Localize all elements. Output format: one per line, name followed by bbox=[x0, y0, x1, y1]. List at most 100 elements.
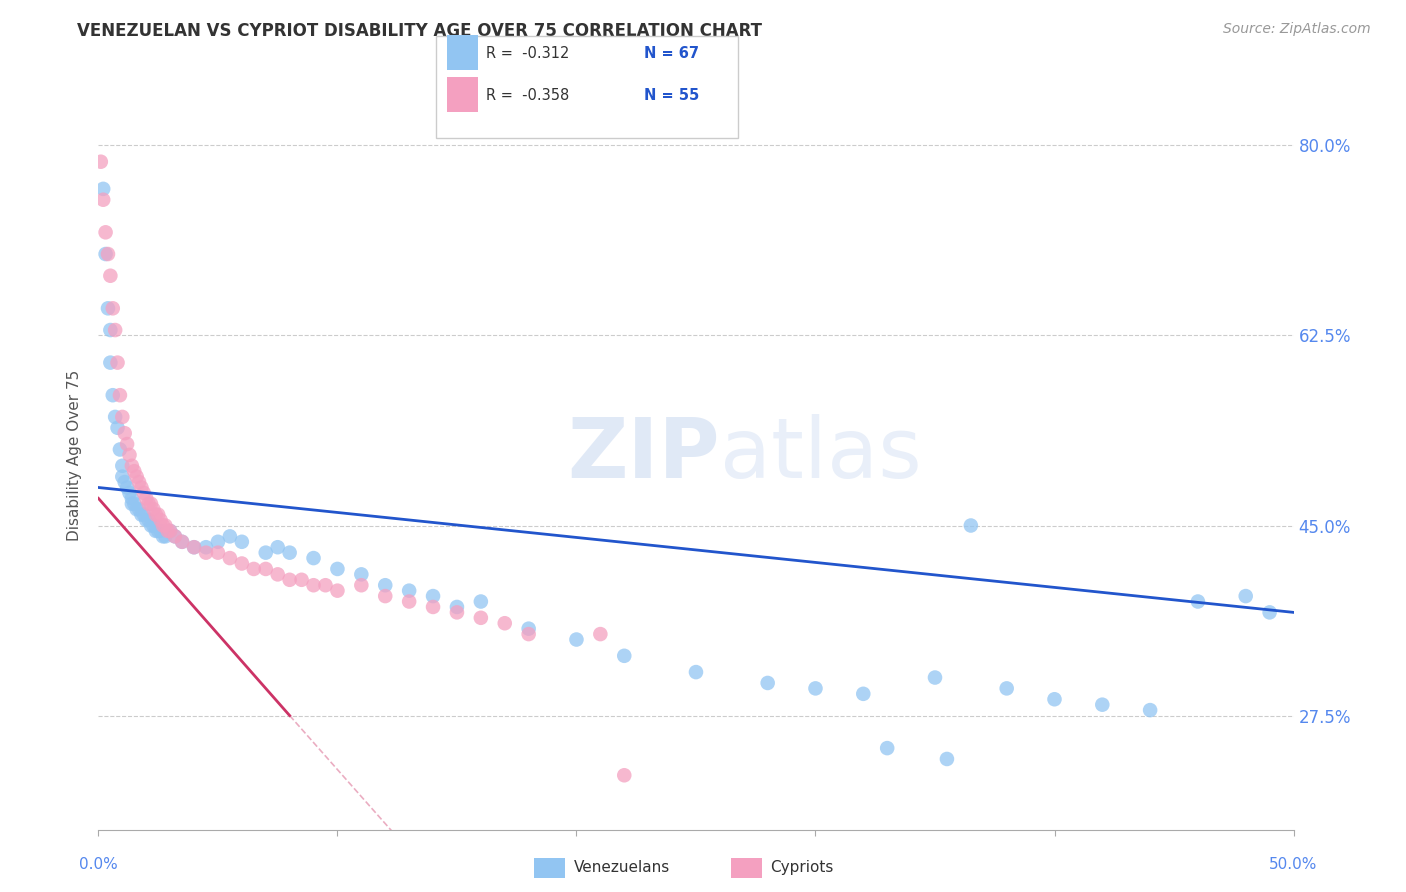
Point bbox=[302, 551, 325, 566]
Point bbox=[128, 502, 150, 516]
Point bbox=[115, 481, 138, 495]
Point bbox=[163, 529, 186, 543]
Point bbox=[398, 583, 420, 598]
Point bbox=[613, 768, 636, 782]
Point bbox=[155, 518, 177, 533]
Point bbox=[101, 301, 124, 316]
Text: 0.0%: 0.0% bbox=[79, 856, 118, 871]
Point bbox=[804, 681, 827, 696]
Point bbox=[278, 573, 301, 587]
Point bbox=[132, 508, 155, 522]
Point bbox=[124, 497, 146, 511]
Point bbox=[97, 301, 120, 316]
Point bbox=[121, 491, 143, 506]
Point bbox=[131, 508, 153, 522]
Point bbox=[960, 518, 983, 533]
Point bbox=[121, 497, 143, 511]
Point bbox=[1091, 698, 1114, 712]
Text: Venezuelans: Venezuelans bbox=[574, 860, 669, 874]
Point bbox=[148, 524, 170, 538]
Y-axis label: Disability Age Over 75: Disability Age Over 75 bbox=[67, 369, 83, 541]
Point bbox=[589, 627, 612, 641]
Point bbox=[1234, 589, 1257, 603]
Point bbox=[159, 524, 181, 538]
Point bbox=[101, 388, 124, 402]
Point bbox=[135, 513, 157, 527]
Point bbox=[1187, 594, 1209, 608]
Point bbox=[995, 681, 1018, 696]
Point bbox=[115, 437, 138, 451]
Point bbox=[422, 589, 444, 603]
Point bbox=[107, 421, 129, 435]
Point bbox=[139, 497, 162, 511]
Point bbox=[254, 546, 277, 560]
Point bbox=[111, 469, 134, 483]
Point bbox=[446, 599, 468, 614]
Text: R =  -0.312: R = -0.312 bbox=[486, 46, 569, 61]
Point bbox=[138, 497, 160, 511]
Point bbox=[131, 481, 153, 495]
Point bbox=[148, 508, 170, 522]
Point bbox=[135, 491, 157, 506]
Point bbox=[142, 518, 165, 533]
Point bbox=[118, 448, 141, 462]
Point bbox=[254, 562, 277, 576]
Point bbox=[231, 534, 253, 549]
Point bbox=[152, 518, 174, 533]
Text: Source: ZipAtlas.com: Source: ZipAtlas.com bbox=[1223, 22, 1371, 37]
Point bbox=[91, 182, 114, 196]
Point bbox=[470, 594, 492, 608]
Point bbox=[104, 323, 127, 337]
Point bbox=[756, 676, 779, 690]
Point bbox=[207, 546, 229, 560]
Point bbox=[685, 665, 707, 679]
Point bbox=[517, 627, 540, 641]
Text: atlas: atlas bbox=[720, 415, 921, 495]
Point bbox=[613, 648, 636, 663]
Point bbox=[98, 356, 122, 370]
Point bbox=[121, 458, 143, 473]
Point bbox=[124, 464, 146, 478]
Point bbox=[107, 356, 129, 370]
Point bbox=[183, 540, 205, 554]
Text: ZIP: ZIP bbox=[568, 415, 720, 495]
Text: VENEZUELAN VS CYPRIOT DISABILITY AGE OVER 75 CORRELATION CHART: VENEZUELAN VS CYPRIOT DISABILITY AGE OVE… bbox=[77, 22, 762, 40]
Point bbox=[125, 502, 148, 516]
Point bbox=[108, 388, 131, 402]
Point bbox=[152, 529, 174, 543]
Point bbox=[94, 247, 117, 261]
Point bbox=[1258, 606, 1281, 620]
Point bbox=[114, 426, 136, 441]
Point bbox=[111, 409, 134, 424]
Point bbox=[374, 578, 396, 592]
Point bbox=[267, 567, 290, 582]
Point bbox=[195, 540, 218, 554]
Point bbox=[1043, 692, 1066, 706]
Point bbox=[172, 534, 194, 549]
Point bbox=[195, 546, 218, 560]
Point bbox=[94, 225, 117, 239]
Point bbox=[118, 486, 141, 500]
Point bbox=[326, 562, 349, 576]
Point bbox=[243, 562, 266, 576]
Point bbox=[291, 573, 314, 587]
Point bbox=[350, 567, 373, 582]
Text: 50.0%: 50.0% bbox=[1270, 856, 1317, 871]
Point bbox=[422, 599, 444, 614]
Point bbox=[98, 268, 122, 283]
Point bbox=[470, 611, 492, 625]
Point bbox=[149, 513, 172, 527]
Point bbox=[565, 632, 588, 647]
Point bbox=[149, 524, 172, 538]
Text: N = 55: N = 55 bbox=[644, 88, 699, 103]
Point bbox=[494, 616, 516, 631]
Point bbox=[114, 475, 136, 489]
Point bbox=[446, 606, 468, 620]
Point bbox=[156, 524, 179, 538]
Point bbox=[163, 529, 186, 543]
Point bbox=[138, 513, 160, 527]
Point bbox=[278, 546, 301, 560]
Point bbox=[374, 589, 396, 603]
Point bbox=[91, 193, 114, 207]
Point bbox=[183, 540, 205, 554]
